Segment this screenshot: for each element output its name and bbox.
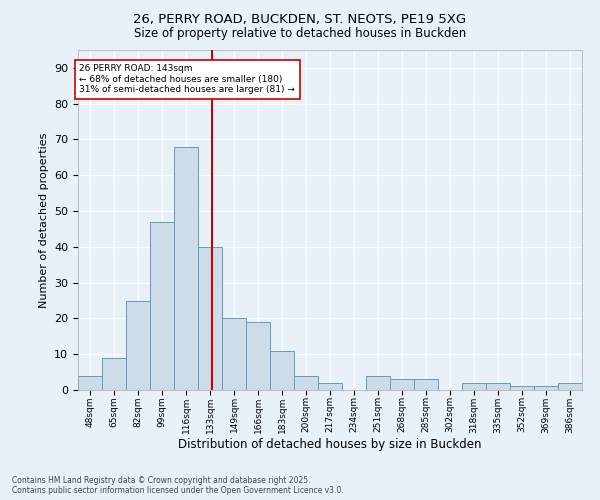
Bar — [366, 376, 390, 390]
Bar — [270, 350, 294, 390]
Bar — [126, 300, 150, 390]
Bar — [510, 386, 534, 390]
Bar — [102, 358, 126, 390]
Y-axis label: Number of detached properties: Number of detached properties — [38, 132, 49, 308]
Text: Contains HM Land Registry data © Crown copyright and database right 2025.
Contai: Contains HM Land Registry data © Crown c… — [12, 476, 344, 495]
Bar — [558, 383, 582, 390]
Text: Size of property relative to detached houses in Buckden: Size of property relative to detached ho… — [134, 28, 466, 40]
Bar — [174, 146, 198, 390]
Bar — [222, 318, 246, 390]
Bar — [414, 380, 438, 390]
Text: 26, PERRY ROAD, BUCKDEN, ST. NEOTS, PE19 5XG: 26, PERRY ROAD, BUCKDEN, ST. NEOTS, PE19… — [133, 12, 467, 26]
Bar — [462, 383, 486, 390]
Bar — [294, 376, 318, 390]
Bar — [198, 247, 222, 390]
Bar — [390, 380, 414, 390]
Bar — [150, 222, 174, 390]
Text: 26 PERRY ROAD: 143sqm
← 68% of detached houses are smaller (180)
31% of semi-det: 26 PERRY ROAD: 143sqm ← 68% of detached … — [79, 64, 295, 94]
Bar — [534, 386, 558, 390]
Bar — [78, 376, 102, 390]
Bar — [246, 322, 270, 390]
Bar — [486, 383, 510, 390]
X-axis label: Distribution of detached houses by size in Buckden: Distribution of detached houses by size … — [178, 438, 482, 451]
Bar — [318, 383, 342, 390]
